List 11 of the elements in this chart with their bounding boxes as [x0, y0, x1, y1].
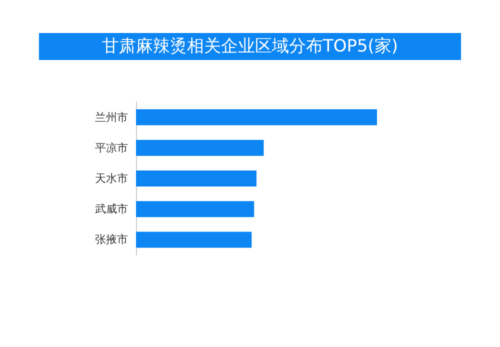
- y-tick-label: 天水市: [95, 172, 128, 185]
- y-tick-label: 张掖市: [95, 233, 128, 246]
- y-tick-label: 平凉市: [95, 141, 128, 154]
- chart-title: 甘肃麻辣烫相关企业区域分布TOP5(家): [102, 36, 398, 56]
- bar: [136, 170, 256, 186]
- bar: [136, 232, 252, 248]
- y-tick-label: 兰州市: [95, 110, 128, 124]
- bar: [136, 140, 264, 156]
- bar: [136, 201, 254, 218]
- y-tick-label: 武威市: [95, 202, 128, 216]
- bar: [136, 109, 377, 126]
